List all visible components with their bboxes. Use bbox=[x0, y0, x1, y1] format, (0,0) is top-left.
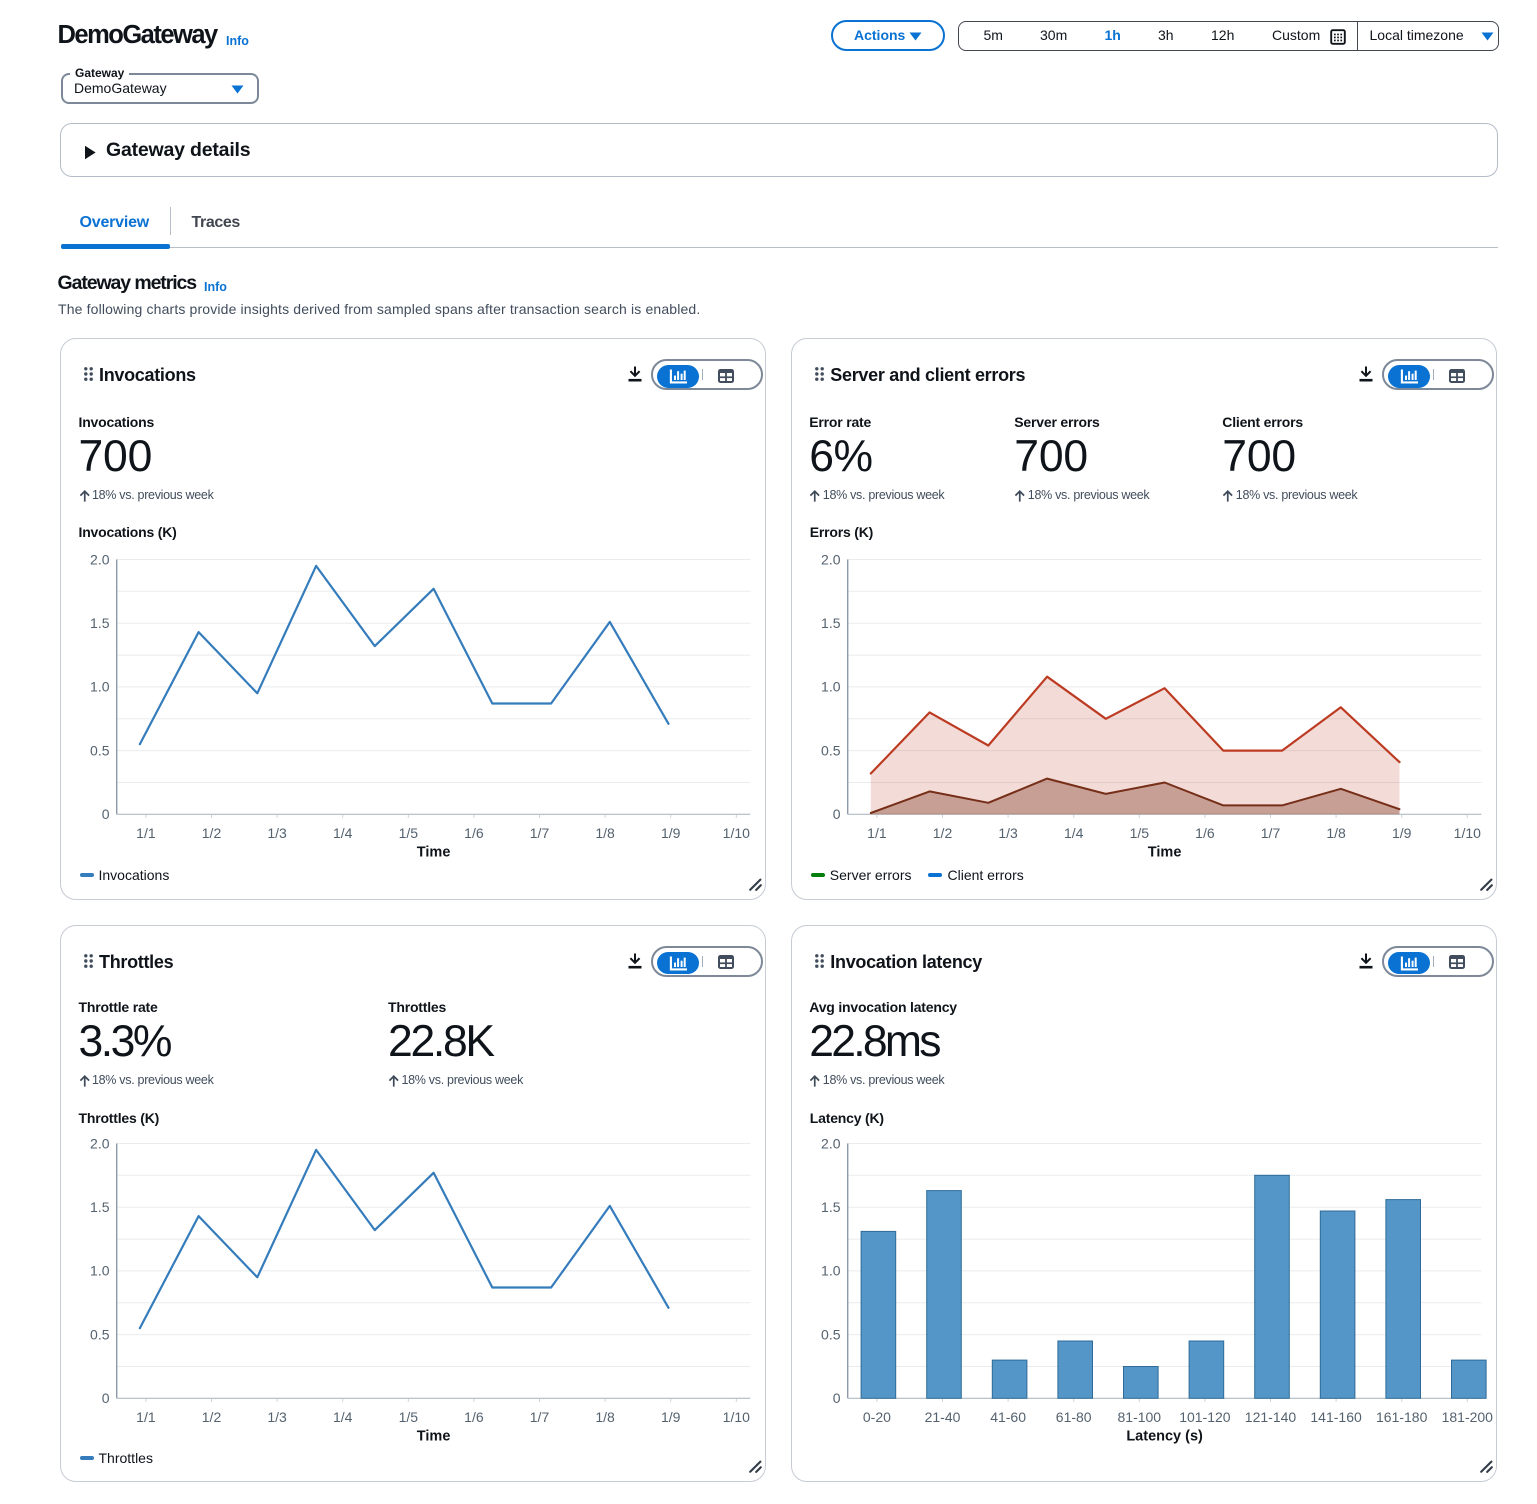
svg-text:1/7: 1/7 bbox=[529, 1409, 549, 1425]
svg-text:1/3: 1/3 bbox=[267, 1409, 287, 1425]
svg-text:1/10: 1/10 bbox=[722, 825, 749, 841]
svg-text:1/5: 1/5 bbox=[398, 1409, 418, 1425]
svg-text:1/4: 1/4 bbox=[1064, 825, 1084, 841]
svg-text:41-60: 41-60 bbox=[990, 1409, 1026, 1425]
svg-text:81-100: 81-100 bbox=[1117, 1409, 1161, 1425]
svg-text:Time: Time bbox=[1148, 845, 1182, 861]
svg-text:2.0: 2.0 bbox=[821, 1136, 841, 1152]
svg-text:21-40: 21-40 bbox=[924, 1409, 960, 1425]
svg-text:1.0: 1.0 bbox=[90, 679, 110, 695]
svg-text:0: 0 bbox=[101, 806, 109, 822]
svg-text:Time: Time bbox=[416, 1429, 450, 1445]
svg-text:0.5: 0.5 bbox=[90, 742, 110, 758]
svg-text:Latency (s): Latency (s) bbox=[1126, 1429, 1203, 1445]
svg-text:61-80: 61-80 bbox=[1056, 1409, 1092, 1425]
svg-text:0.5: 0.5 bbox=[821, 1327, 841, 1343]
svg-text:0.5: 0.5 bbox=[821, 742, 841, 758]
svg-text:1/8: 1/8 bbox=[595, 825, 615, 841]
svg-text:Time: Time bbox=[416, 845, 450, 861]
svg-text:0-20: 0-20 bbox=[863, 1409, 891, 1425]
svg-text:1.5: 1.5 bbox=[90, 615, 110, 631]
svg-text:1/1: 1/1 bbox=[867, 825, 887, 841]
svg-text:1/1: 1/1 bbox=[136, 825, 156, 841]
svg-text:1/2: 1/2 bbox=[933, 825, 953, 841]
svg-text:1/7: 1/7 bbox=[1261, 825, 1281, 841]
svg-text:121-140: 121-140 bbox=[1245, 1409, 1297, 1425]
svg-text:101-120: 101-120 bbox=[1179, 1409, 1231, 1425]
svg-text:1/4: 1/4 bbox=[332, 825, 352, 841]
svg-text:1/3: 1/3 bbox=[267, 825, 287, 841]
svg-text:181-200: 181-200 bbox=[1441, 1409, 1493, 1425]
svg-text:0.5: 0.5 bbox=[90, 1327, 110, 1343]
svg-text:0: 0 bbox=[833, 806, 841, 822]
svg-text:1/2: 1/2 bbox=[201, 825, 221, 841]
svg-text:0: 0 bbox=[833, 1390, 841, 1406]
svg-text:1/10: 1/10 bbox=[722, 1409, 749, 1425]
svg-text:0: 0 bbox=[101, 1390, 109, 1406]
svg-text:1/4: 1/4 bbox=[332, 1409, 352, 1425]
svg-text:1.5: 1.5 bbox=[821, 1199, 841, 1215]
svg-text:1.5: 1.5 bbox=[90, 1199, 110, 1215]
svg-text:1/1: 1/1 bbox=[136, 1409, 156, 1425]
svg-text:1.0: 1.0 bbox=[90, 1263, 110, 1279]
svg-text:2.0: 2.0 bbox=[90, 1136, 110, 1152]
svg-text:1.0: 1.0 bbox=[821, 679, 841, 695]
svg-text:1/10: 1/10 bbox=[1453, 825, 1480, 841]
svg-text:1/6: 1/6 bbox=[1195, 825, 1215, 841]
svg-text:1.5: 1.5 bbox=[821, 615, 841, 631]
svg-text:1/2: 1/2 bbox=[201, 1409, 221, 1425]
svg-text:1/8: 1/8 bbox=[1326, 825, 1346, 841]
svg-text:1/6: 1/6 bbox=[464, 825, 484, 841]
svg-text:1/7: 1/7 bbox=[529, 825, 549, 841]
svg-text:1/8: 1/8 bbox=[595, 1409, 615, 1425]
svg-text:1/5: 1/5 bbox=[398, 825, 418, 841]
svg-text:2.0: 2.0 bbox=[821, 551, 841, 567]
svg-text:1/6: 1/6 bbox=[464, 1409, 484, 1425]
svg-text:2.0: 2.0 bbox=[90, 551, 110, 567]
svg-text:1/9: 1/9 bbox=[660, 825, 680, 841]
svg-text:141-160: 141-160 bbox=[1310, 1409, 1362, 1425]
svg-text:1/3: 1/3 bbox=[998, 825, 1018, 841]
svg-text:161-180: 161-180 bbox=[1376, 1409, 1428, 1425]
svg-text:1.0: 1.0 bbox=[821, 1263, 841, 1279]
svg-text:1/9: 1/9 bbox=[660, 1409, 680, 1425]
svg-text:1/9: 1/9 bbox=[1392, 825, 1412, 841]
svg-text:1/5: 1/5 bbox=[1129, 825, 1149, 841]
